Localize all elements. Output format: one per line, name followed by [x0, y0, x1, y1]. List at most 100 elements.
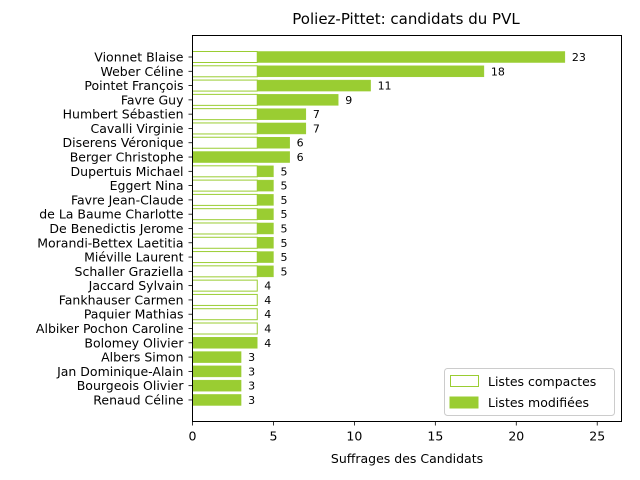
x-tick-label: 0: [189, 429, 197, 444]
x-tick-label: 20: [508, 429, 524, 444]
bar-modifiees: [257, 94, 339, 106]
bar-modifiees: [257, 251, 274, 263]
y-tick-label: Vionnet Blaise: [94, 50, 184, 65]
y-tick-label: Eggert Nina: [110, 178, 184, 193]
x-tick-label: 10: [346, 429, 362, 444]
y-tick-label: Miéville Laurent: [84, 250, 183, 265]
data-label: 5: [280, 222, 287, 235]
data-label: 4: [264, 308, 271, 321]
bar-compactes: [192, 165, 258, 178]
data-label: 7: [313, 122, 320, 135]
bar-modifiees: [192, 351, 242, 363]
data-label: 5: [280, 194, 287, 207]
bar-compactes: [192, 265, 258, 278]
data-label: 4: [264, 280, 271, 293]
y-tick-label: Jan Dominique-Alain: [56, 364, 183, 379]
x-tick-label: 25: [589, 429, 605, 444]
data-label: 3: [248, 365, 255, 378]
data-label: 23: [572, 51, 586, 64]
data-label: 6: [297, 151, 304, 164]
bar-compactes: [192, 279, 258, 292]
bar-compactes: [192, 108, 258, 121]
data-label: 3: [248, 351, 255, 364]
bar-compactes: [192, 179, 258, 192]
y-tick-label: Paquier Mathias: [84, 307, 184, 322]
data-label: 18: [491, 65, 505, 78]
x-axis-label: Suffrages des Candidats: [331, 451, 483, 466]
bar-modifiees: [257, 165, 274, 178]
bar-compactes: [192, 222, 258, 235]
bar-modifiees: [257, 65, 485, 78]
bar-modifiees: [257, 136, 290, 149]
bar-compactes: [192, 122, 258, 135]
y-tick-label: Albiker Pochon Caroline: [36, 321, 184, 336]
bar-compactes: [192, 322, 258, 335]
data-label: 7: [313, 108, 320, 121]
y-tick-label: De Benedictis Jerome: [49, 221, 183, 236]
bar-modifiees: [257, 51, 566, 63]
bars-group: [192, 51, 566, 406]
bar-modifiees: [257, 208, 274, 220]
x-tick-label: 5: [269, 429, 277, 444]
y-tick-label: Albers Simon: [101, 350, 183, 365]
bar-compactes: [192, 136, 258, 149]
y-tick-label: Favre Jean-Claude: [71, 192, 184, 207]
data-label: 3: [248, 394, 255, 407]
bar-modifiees: [192, 151, 290, 163]
bar-compactes: [192, 293, 258, 306]
bar-modifiees: [257, 237, 274, 249]
bar-modifiees: [257, 222, 274, 235]
data-label: 5: [280, 208, 287, 221]
data-label: 5: [280, 265, 287, 278]
bar-compactes: [192, 251, 258, 264]
y-tick-label: Morandi-Bettex Laetitia: [37, 235, 183, 250]
y-tick-label: de La Baume Charlotte: [39, 207, 184, 222]
legend-label-modifiees: Listes modifiées: [488, 395, 589, 410]
data-label: 5: [280, 251, 287, 264]
legend-frame: [444, 368, 615, 416]
data-label: 5: [280, 180, 287, 193]
y-tick-label: Pointet François: [84, 78, 183, 93]
legend-swatch-modifiees: [449, 396, 479, 409]
data-label: 4: [264, 294, 271, 307]
y-tick-label: Jaccard Sylvain: [88, 278, 184, 293]
data-label: 9: [345, 94, 352, 107]
data-label: 4: [264, 323, 271, 336]
chart-title: Poliez-Pittet: candidats du PVL: [292, 10, 520, 28]
data-label: 6: [297, 137, 304, 150]
bar-modifiees: [257, 194, 274, 206]
bar-modifiees: [257, 108, 307, 120]
bar-modifiees: [257, 265, 274, 278]
bar-compactes: [192, 308, 258, 321]
y-tick-label: Renaud Céline: [93, 392, 184, 407]
plot-frame: [192, 35, 622, 422]
bar-compactes: [192, 65, 258, 78]
bar-compactes: [192, 193, 258, 206]
bar-compactes: [192, 208, 258, 221]
y-tick-label: Cavalli Virginie: [91, 121, 184, 136]
bar-compactes: [192, 93, 258, 106]
bar-modifiees: [192, 394, 242, 406]
bar-modifiees: [192, 365, 242, 378]
bar-compactes: [192, 51, 258, 63]
legend: Listes compactes Listes modifiées: [444, 368, 615, 416]
bar-modifiees: [257, 122, 307, 135]
bar-modifiees: [257, 79, 371, 92]
y-tick-label: Humbert Sébastien: [63, 107, 184, 122]
data-label: 5: [280, 165, 287, 178]
x-axis-ticks: 0 5 10 15 20 25: [189, 421, 605, 444]
bar-modifiees: [192, 379, 242, 392]
legend-swatch-compactes: [450, 375, 479, 387]
y-tick-label: Fankhauser Carmen: [59, 292, 184, 307]
bar-compactes: [192, 236, 258, 249]
data-label: 3: [248, 380, 255, 393]
data-label: 4: [264, 337, 271, 350]
bar-modifiees: [257, 179, 274, 192]
legend-label-compactes: Listes compactes: [488, 374, 596, 389]
y-tick-label: Diserens Véronique: [63, 135, 184, 150]
y-tick-label: Berger Christophe: [70, 150, 184, 165]
y-tick-label: Weber Céline: [100, 64, 183, 79]
